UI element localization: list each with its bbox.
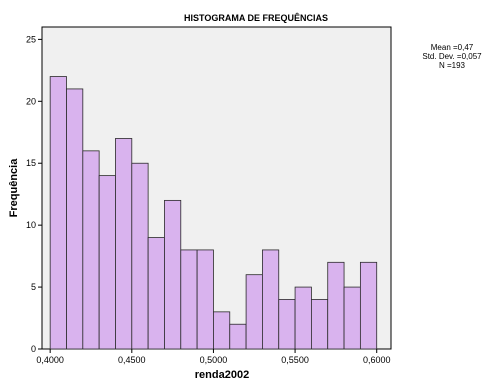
histogram-bar bbox=[131, 162, 149, 350]
histogram-bar bbox=[343, 286, 361, 350]
histogram-bar bbox=[82, 150, 100, 350]
histogram-bar bbox=[359, 261, 378, 350]
histogram-bar bbox=[66, 88, 84, 350]
histogram-bar bbox=[49, 76, 67, 350]
chart-title: HISTOGRAMA DE FREQUÊNCIAS bbox=[184, 12, 328, 23]
x-tick-label: 0,5000 bbox=[200, 355, 228, 365]
stats-n: N =193 bbox=[439, 61, 466, 70]
histogram-bar bbox=[229, 323, 247, 350]
y-tick-label: 10 bbox=[26, 220, 36, 230]
histogram-bar bbox=[196, 249, 214, 350]
y-tick-label: 5 bbox=[31, 282, 36, 292]
histogram-bar bbox=[327, 261, 345, 350]
stats-mean: Mean =0,47 bbox=[431, 43, 474, 52]
y-tick-label: 15 bbox=[26, 158, 36, 168]
histogram-bar bbox=[278, 299, 296, 350]
y-axis-label: Frequência bbox=[8, 158, 20, 218]
y-axis: 0 5 10 15 20 25 bbox=[26, 34, 42, 354]
x-tick-label: 0,4000 bbox=[36, 355, 64, 365]
histogram-bar bbox=[294, 286, 312, 350]
x-axis: 0,4000 0,4500 0,5000 0,5500 0,6000 bbox=[36, 349, 390, 365]
x-tick-label: 0,4500 bbox=[118, 355, 146, 365]
bars-group bbox=[49, 76, 378, 350]
statistics-box: Mean =0,47 Std. Dev. =0,057 N =193 bbox=[422, 43, 482, 70]
y-tick-label: 0 bbox=[31, 344, 36, 354]
histogram-bar bbox=[213, 311, 231, 350]
histogram-bar bbox=[115, 138, 133, 350]
x-tick-label: 0,5500 bbox=[281, 355, 309, 365]
histogram-bar bbox=[98, 175, 116, 350]
stats-std-dev: Std. Dev. =0,057 bbox=[422, 52, 482, 61]
histogram-bar bbox=[164, 199, 182, 350]
histogram-bar bbox=[262, 249, 280, 350]
y-tick-label: 25 bbox=[26, 34, 36, 44]
histogram-bar bbox=[180, 249, 198, 350]
y-tick-label: 20 bbox=[26, 96, 36, 106]
histogram-bar bbox=[147, 237, 165, 350]
x-tick-label: 0,6000 bbox=[363, 355, 391, 365]
histogram-bar bbox=[245, 274, 263, 350]
x-axis-label: renda2002 bbox=[195, 369, 249, 381]
histogram-bar bbox=[311, 299, 329, 350]
